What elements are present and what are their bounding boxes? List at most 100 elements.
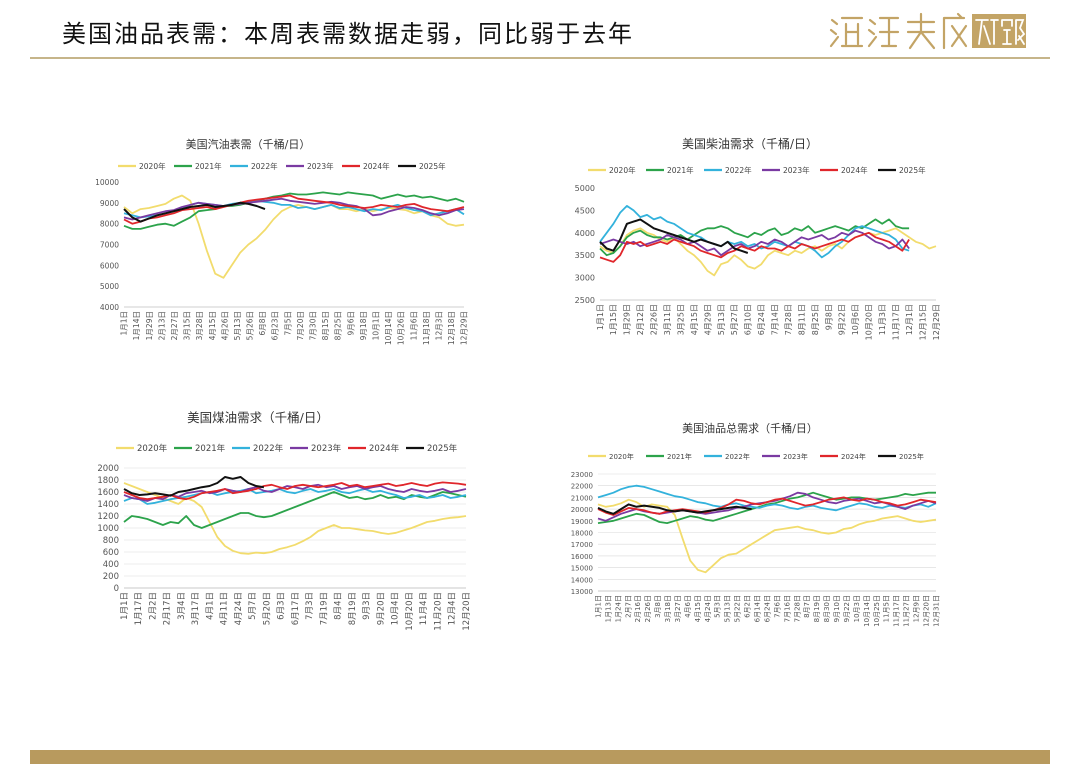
x-tick-label: 2月16日 xyxy=(634,595,642,622)
y-tick-label: 13000 xyxy=(571,588,593,596)
y-tick-label: 3500 xyxy=(575,251,595,260)
legend-label: 2023年 xyxy=(307,161,334,171)
x-tick-label: 2月2日 xyxy=(148,592,158,620)
x-tick-label: 6月17日 xyxy=(291,592,301,625)
kerosene-demand-chart: 美国煤油需求（千桶/日） 2020年 2021年 2022年 2023年 2024年 202… xyxy=(88,404,488,634)
y-tick-label: 1000 xyxy=(97,524,119,534)
x-tick-label: 10月20日 xyxy=(405,592,415,631)
x-tick-label: 7月16日 xyxy=(783,595,791,622)
x-tick-label: 1月15日 xyxy=(609,304,618,335)
y-tick-label: 3000 xyxy=(575,274,595,283)
x-tick-label: 4月24日 xyxy=(704,595,712,622)
x-tick-label: 3月15日 xyxy=(183,311,192,340)
x-tick-label: 12月4日 xyxy=(448,592,458,625)
x-tick-label: 12月1日 xyxy=(905,304,914,335)
x-tick-label: 10月14日 xyxy=(384,311,393,345)
series-line-2024年 xyxy=(123,194,465,225)
x-tick-label: 11月27日 xyxy=(903,595,911,627)
x-tick-label: 8月19日 xyxy=(348,592,358,625)
legend-label: 2020年 xyxy=(609,165,636,175)
x-tick-label: 10月20日 xyxy=(865,304,874,340)
x-tick-label: 5月3日 xyxy=(714,595,722,618)
y-tick-label: 19000 xyxy=(571,518,593,526)
x-tick-label: 1月1日 xyxy=(120,592,130,620)
x-tick-label: 8月11日 xyxy=(797,304,806,335)
x-tick-label: 1月1日 xyxy=(596,304,605,330)
x-tick-label: 9月10日 xyxy=(833,595,841,622)
x-tick-label: 6月3日 xyxy=(277,592,287,620)
series-line-2025年 xyxy=(123,476,265,497)
legend-label: 2023年 xyxy=(783,452,808,461)
series-line-2021年 xyxy=(597,491,936,524)
y-tick-label: 23000 xyxy=(571,471,593,479)
x-tick-label: 5月20日 xyxy=(262,592,272,625)
legend-label: 2023年 xyxy=(783,165,810,175)
y-tick-label: 17000 xyxy=(571,541,593,549)
x-tick-label: 2月7日 xyxy=(624,595,632,618)
x-tick-label: 4月26日 xyxy=(220,311,229,340)
x-tick-label: 10月14日 xyxy=(863,595,871,627)
header-divider xyxy=(30,57,1050,59)
x-tick-label: 1月24日 xyxy=(614,595,622,622)
series-line-2021年 xyxy=(123,191,465,230)
y-tick-label: 8000 xyxy=(100,220,119,229)
x-tick-label: 2月17日 xyxy=(163,592,173,625)
chart-title: 美国煤油需求（千桶/日） xyxy=(187,410,329,425)
legend-label: 2020年 xyxy=(609,452,634,461)
x-tick-label: 11月3日 xyxy=(878,304,887,335)
x-tick-label: 11月5日 xyxy=(883,595,891,622)
legend-label: 2023年 xyxy=(311,443,342,454)
series-line-2020年 xyxy=(123,482,467,555)
x-tick-label: 12月9日 xyxy=(913,595,921,622)
series-line-2020年 xyxy=(597,498,937,574)
x-tick-label: 9月20日 xyxy=(376,592,386,625)
x-tick-label: 10月6日 xyxy=(851,304,860,335)
x-tick-label: 3月11日 xyxy=(663,304,672,335)
x-tick-label: 4月15日 xyxy=(694,595,702,622)
x-tick-label: 3月4日 xyxy=(177,592,187,620)
y-tick-label: 1600 xyxy=(97,488,119,498)
y-tick-label: 10000 xyxy=(95,178,119,187)
y-tick-label: 16000 xyxy=(571,553,593,561)
legend-label: 2024年 xyxy=(841,165,868,175)
x-tick-label: 11月18日 xyxy=(422,311,431,345)
x-tick-label: 7月28日 xyxy=(793,595,801,622)
x-tick-label: 4月15日 xyxy=(690,304,699,335)
x-tick-label: 12月3日 xyxy=(434,311,443,340)
y-tick-label: 21000 xyxy=(571,494,593,502)
x-tick-label: 1月17日 xyxy=(134,592,144,625)
x-tick-label: 5月27日 xyxy=(730,304,739,335)
legend-label: 2025年 xyxy=(899,165,926,175)
x-tick-label: 9月8日 xyxy=(824,304,833,330)
x-tick-label: 4月29日 xyxy=(703,304,712,335)
series-line-2023年 xyxy=(599,229,910,257)
x-tick-label: 3月18日 xyxy=(664,595,672,622)
y-tick-label: 20000 xyxy=(571,506,593,514)
x-tick-label: 4月6日 xyxy=(684,595,692,618)
x-tick-label: 3月8日 xyxy=(654,595,662,618)
x-tick-label: 12月20日 xyxy=(923,595,931,627)
x-tick-label: 9月18日 xyxy=(359,311,368,340)
series-line-2023年 xyxy=(123,483,467,502)
x-tick-label: 11月17日 xyxy=(893,595,901,627)
y-tick-label: 18000 xyxy=(571,530,593,538)
x-tick-label: 1月14日 xyxy=(132,311,141,340)
x-tick-label: 1月29日 xyxy=(145,311,154,340)
x-tick-label: 10月4日 xyxy=(391,592,401,625)
x-tick-label: 6月14日 xyxy=(754,595,762,622)
legend-label: 2022年 xyxy=(253,443,284,454)
chart-title: 美国油品总需求（千桶/日） xyxy=(682,421,818,435)
x-tick-label: 9月3日 xyxy=(362,592,372,620)
x-tick-label: 5月26日 xyxy=(246,311,255,340)
series-line-2025年 xyxy=(597,503,752,515)
y-tick-label: 600 xyxy=(103,548,119,558)
series-line-2022年 xyxy=(599,205,910,259)
x-tick-label: 1月1日 xyxy=(594,595,602,618)
y-tick-label: 800 xyxy=(103,536,119,546)
x-tick-label: 5月13日 xyxy=(724,595,732,622)
x-tick-label: 4月24日 xyxy=(234,592,244,625)
series-line-2024年 xyxy=(597,496,937,516)
series-line-2024年 xyxy=(123,481,467,501)
x-tick-label: 12月29日 xyxy=(460,311,469,345)
page-title: 美国油品表需：本周表需数据走弱，同比弱于去年 xyxy=(62,20,634,48)
